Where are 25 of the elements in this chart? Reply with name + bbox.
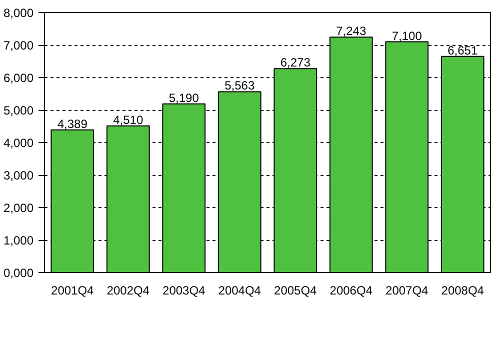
x-tick-label: 2003Q4 — [162, 284, 206, 298]
data-label: 6,651 — [448, 43, 478, 58]
data-label: 6,273 — [280, 56, 311, 70]
y-tick-label: 8,000 — [3, 6, 34, 20]
x-tick-label: 2007Q4 — [386, 284, 429, 298]
y-tick-label: 3,000 — [3, 168, 34, 182]
data-label: 4,510 — [113, 112, 144, 127]
x-tick-label: 2001Q4 — [51, 284, 94, 298]
x-tick-label: 2004Q4 — [218, 284, 262, 298]
y-tick-label: 4,000 — [3, 136, 34, 150]
data-label: 5,190 — [168, 90, 200, 105]
x-tick-label: 2008Q4 — [441, 284, 484, 298]
data-label: 7,243 — [336, 24, 366, 38]
x-tick-label: 2002Q4 — [106, 284, 150, 298]
y-tick-label: 6,000 — [3, 71, 34, 85]
data-label: 4,389 — [57, 116, 88, 131]
y-tick-label: 5,000 — [3, 104, 34, 118]
x-tick-label: 2006Q4 — [330, 284, 373, 298]
data-label: 7,100 — [392, 28, 422, 43]
x-tick-label: 2005Q4 — [274, 284, 318, 298]
y-tick-label: 0,000 — [3, 266, 34, 280]
data-label: 5,563 — [224, 78, 255, 93]
y-tick-label: 1,000 — [3, 234, 34, 248]
y-tick-label: 7,000 — [3, 38, 34, 52]
y-tick-label: 2,000 — [3, 201, 34, 215]
